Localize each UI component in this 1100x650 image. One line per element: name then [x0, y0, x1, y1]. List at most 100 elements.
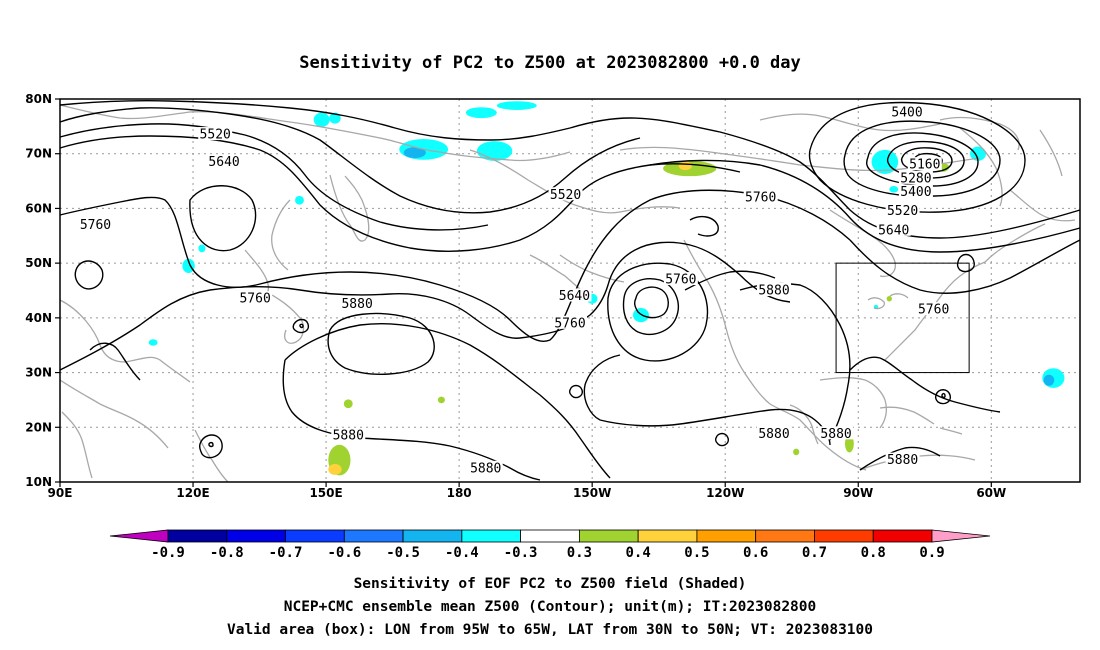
- footer-line-2: NCEP+CMC ensemble mean Z500 (Contour); u…: [284, 599, 817, 615]
- lon-tick-label: 180: [447, 486, 472, 500]
- contour-label-bg: [885, 203, 920, 217]
- colorbar-segment: [402, 529, 463, 543]
- colorbar-segment: [343, 529, 404, 543]
- colorbar-label: 0.8: [861, 545, 886, 561]
- sensitivity-patch: [148, 339, 158, 346]
- lat-tick-label: 20N: [25, 420, 52, 434]
- valid-area-box: [835, 262, 970, 374]
- contour-label-bg: [898, 170, 933, 184]
- contour-label: 5760: [665, 273, 696, 288]
- map-axes: 90E 120E 150E 180 150W 120W 90W 60W 80N 70N 60N 50N…: [25, 92, 1006, 500]
- z500-contours: [59, 100, 1081, 481]
- colorbar-segment: [285, 529, 345, 543]
- contour-label: 5520: [550, 188, 581, 203]
- lon-tick-label: 120E: [176, 486, 209, 500]
- colorbar: -0.9 -0.8 -0.7 -0.6 -0.5 -0.4 -0.3 0.3 0.4 0.5 0.6…: [109, 529, 991, 561]
- colorbar-label: -0.9: [151, 545, 185, 561]
- contour-label-bg: [207, 154, 242, 168]
- sensitivity-patch: [329, 112, 341, 124]
- contour-label: 5520: [887, 204, 918, 219]
- contour-label: 5880: [333, 428, 364, 443]
- colorbar-label: 0.4: [626, 545, 651, 561]
- contour-label: 5400: [900, 185, 931, 200]
- colorbar-segment: [637, 529, 698, 543]
- colorbar-segment: [872, 529, 933, 543]
- sensitivity-patch: [886, 295, 892, 302]
- sensitivity-patch: [678, 161, 692, 171]
- contour-label: 5640: [208, 155, 239, 170]
- colorbar-label: -0.5: [386, 545, 420, 561]
- sensitivity-patch: [793, 448, 800, 456]
- contour-label: 5160: [909, 158, 940, 173]
- contour-label-bg: [907, 157, 942, 171]
- sensitivity-patch: [496, 101, 537, 110]
- contour-label: 5760: [80, 218, 111, 233]
- graticule: [60, 99, 1080, 482]
- contour-label-bg: [78, 217, 113, 231]
- sensitivity-patch: [465, 107, 497, 119]
- sensitivity-patch: [1043, 374, 1055, 386]
- sensitivity-patch: [328, 463, 342, 475]
- colorbar-min-arrow: [109, 529, 169, 543]
- lat-tick-label: 50N: [25, 256, 52, 270]
- contour-label: 5880: [758, 427, 789, 442]
- contour-label-bg: [890, 105, 925, 119]
- contour-label: 5280: [900, 171, 931, 186]
- lon-tick-label: 90W: [843, 486, 873, 500]
- colorbar-segment: [578, 529, 639, 543]
- lat-tick-label: 80N: [25, 92, 52, 106]
- lon-tick-label: 60W: [976, 486, 1006, 500]
- contour-labels: 5520 5640 5760 5760 5880 5880 5880 5520 5640 5760…: [78, 105, 951, 476]
- colorbar-label: -0.4: [445, 545, 479, 561]
- colorbar-label: 0.3: [567, 545, 592, 561]
- lat-tick-label: 40N: [25, 311, 52, 325]
- lon-tick-label: 90E: [48, 486, 73, 500]
- contour-label: 5880: [341, 297, 372, 312]
- colorbar-segment: [461, 529, 522, 543]
- contour-label: 5760: [554, 316, 585, 331]
- sensitivity-patch: [295, 195, 304, 205]
- colorbar-label: -0.7: [269, 545, 303, 561]
- sensitivity-patch: [343, 399, 353, 409]
- colorbar-segment: [814, 529, 874, 543]
- contour-label-bg: [238, 291, 273, 305]
- plot-title: Sensitivity of PC2 to Z500 at 2023082800…: [299, 53, 801, 73]
- lon-tick-label: 150E: [309, 486, 342, 500]
- contour-label-bg: [553, 315, 587, 329]
- map-frame: [59, 98, 1081, 483]
- colorbar-label: 0.7: [802, 545, 827, 561]
- contour-label-bg: [743, 189, 778, 203]
- colorbar-segment: [755, 529, 815, 543]
- sensitivity-patch: [313, 112, 330, 127]
- sensitivity-patch: [198, 244, 206, 253]
- lon-tick-label: 150W: [573, 486, 611, 500]
- contour-label: 5520: [200, 128, 231, 143]
- sensitivity-patch: [437, 396, 445, 404]
- sensitivity-patch: [970, 146, 986, 161]
- contour-label: 5880: [820, 427, 851, 442]
- contour-label: 5640: [878, 223, 909, 238]
- sensitivity-patch: [182, 258, 195, 273]
- colorbar-label: -0.3: [504, 545, 538, 561]
- contour-label: 5760: [239, 292, 270, 307]
- contour-label: 5880: [887, 453, 918, 468]
- lat-tick-label: 30N: [25, 366, 52, 380]
- map-panel: 5520 5640 5760 5760 5880 5880 5880 5520 5640 5760…: [59, 98, 1081, 483]
- footer-line-1: Sensitivity of EOF PC2 to Z500 field (Sh…: [354, 576, 747, 592]
- contour-label-bg: [916, 302, 951, 316]
- contour-label: 5640: [559, 289, 590, 304]
- contour-label-bg: [663, 272, 698, 286]
- contour-label-bg: [198, 127, 233, 141]
- contour-label: 5760: [918, 303, 949, 318]
- contour-label-bg: [819, 426, 854, 440]
- colorbar-label: 0.5: [684, 545, 709, 561]
- contour-label-bg: [340, 296, 375, 310]
- contour-label-bg: [557, 288, 592, 302]
- contour-label-bg: [898, 184, 933, 198]
- lat-tick-label: 10N: [25, 475, 52, 489]
- contour-label-bg: [548, 187, 583, 201]
- contour-label-bg: [468, 460, 503, 474]
- colorbar-label: -0.6: [327, 545, 361, 561]
- colorbar-label: -0.8: [210, 545, 244, 561]
